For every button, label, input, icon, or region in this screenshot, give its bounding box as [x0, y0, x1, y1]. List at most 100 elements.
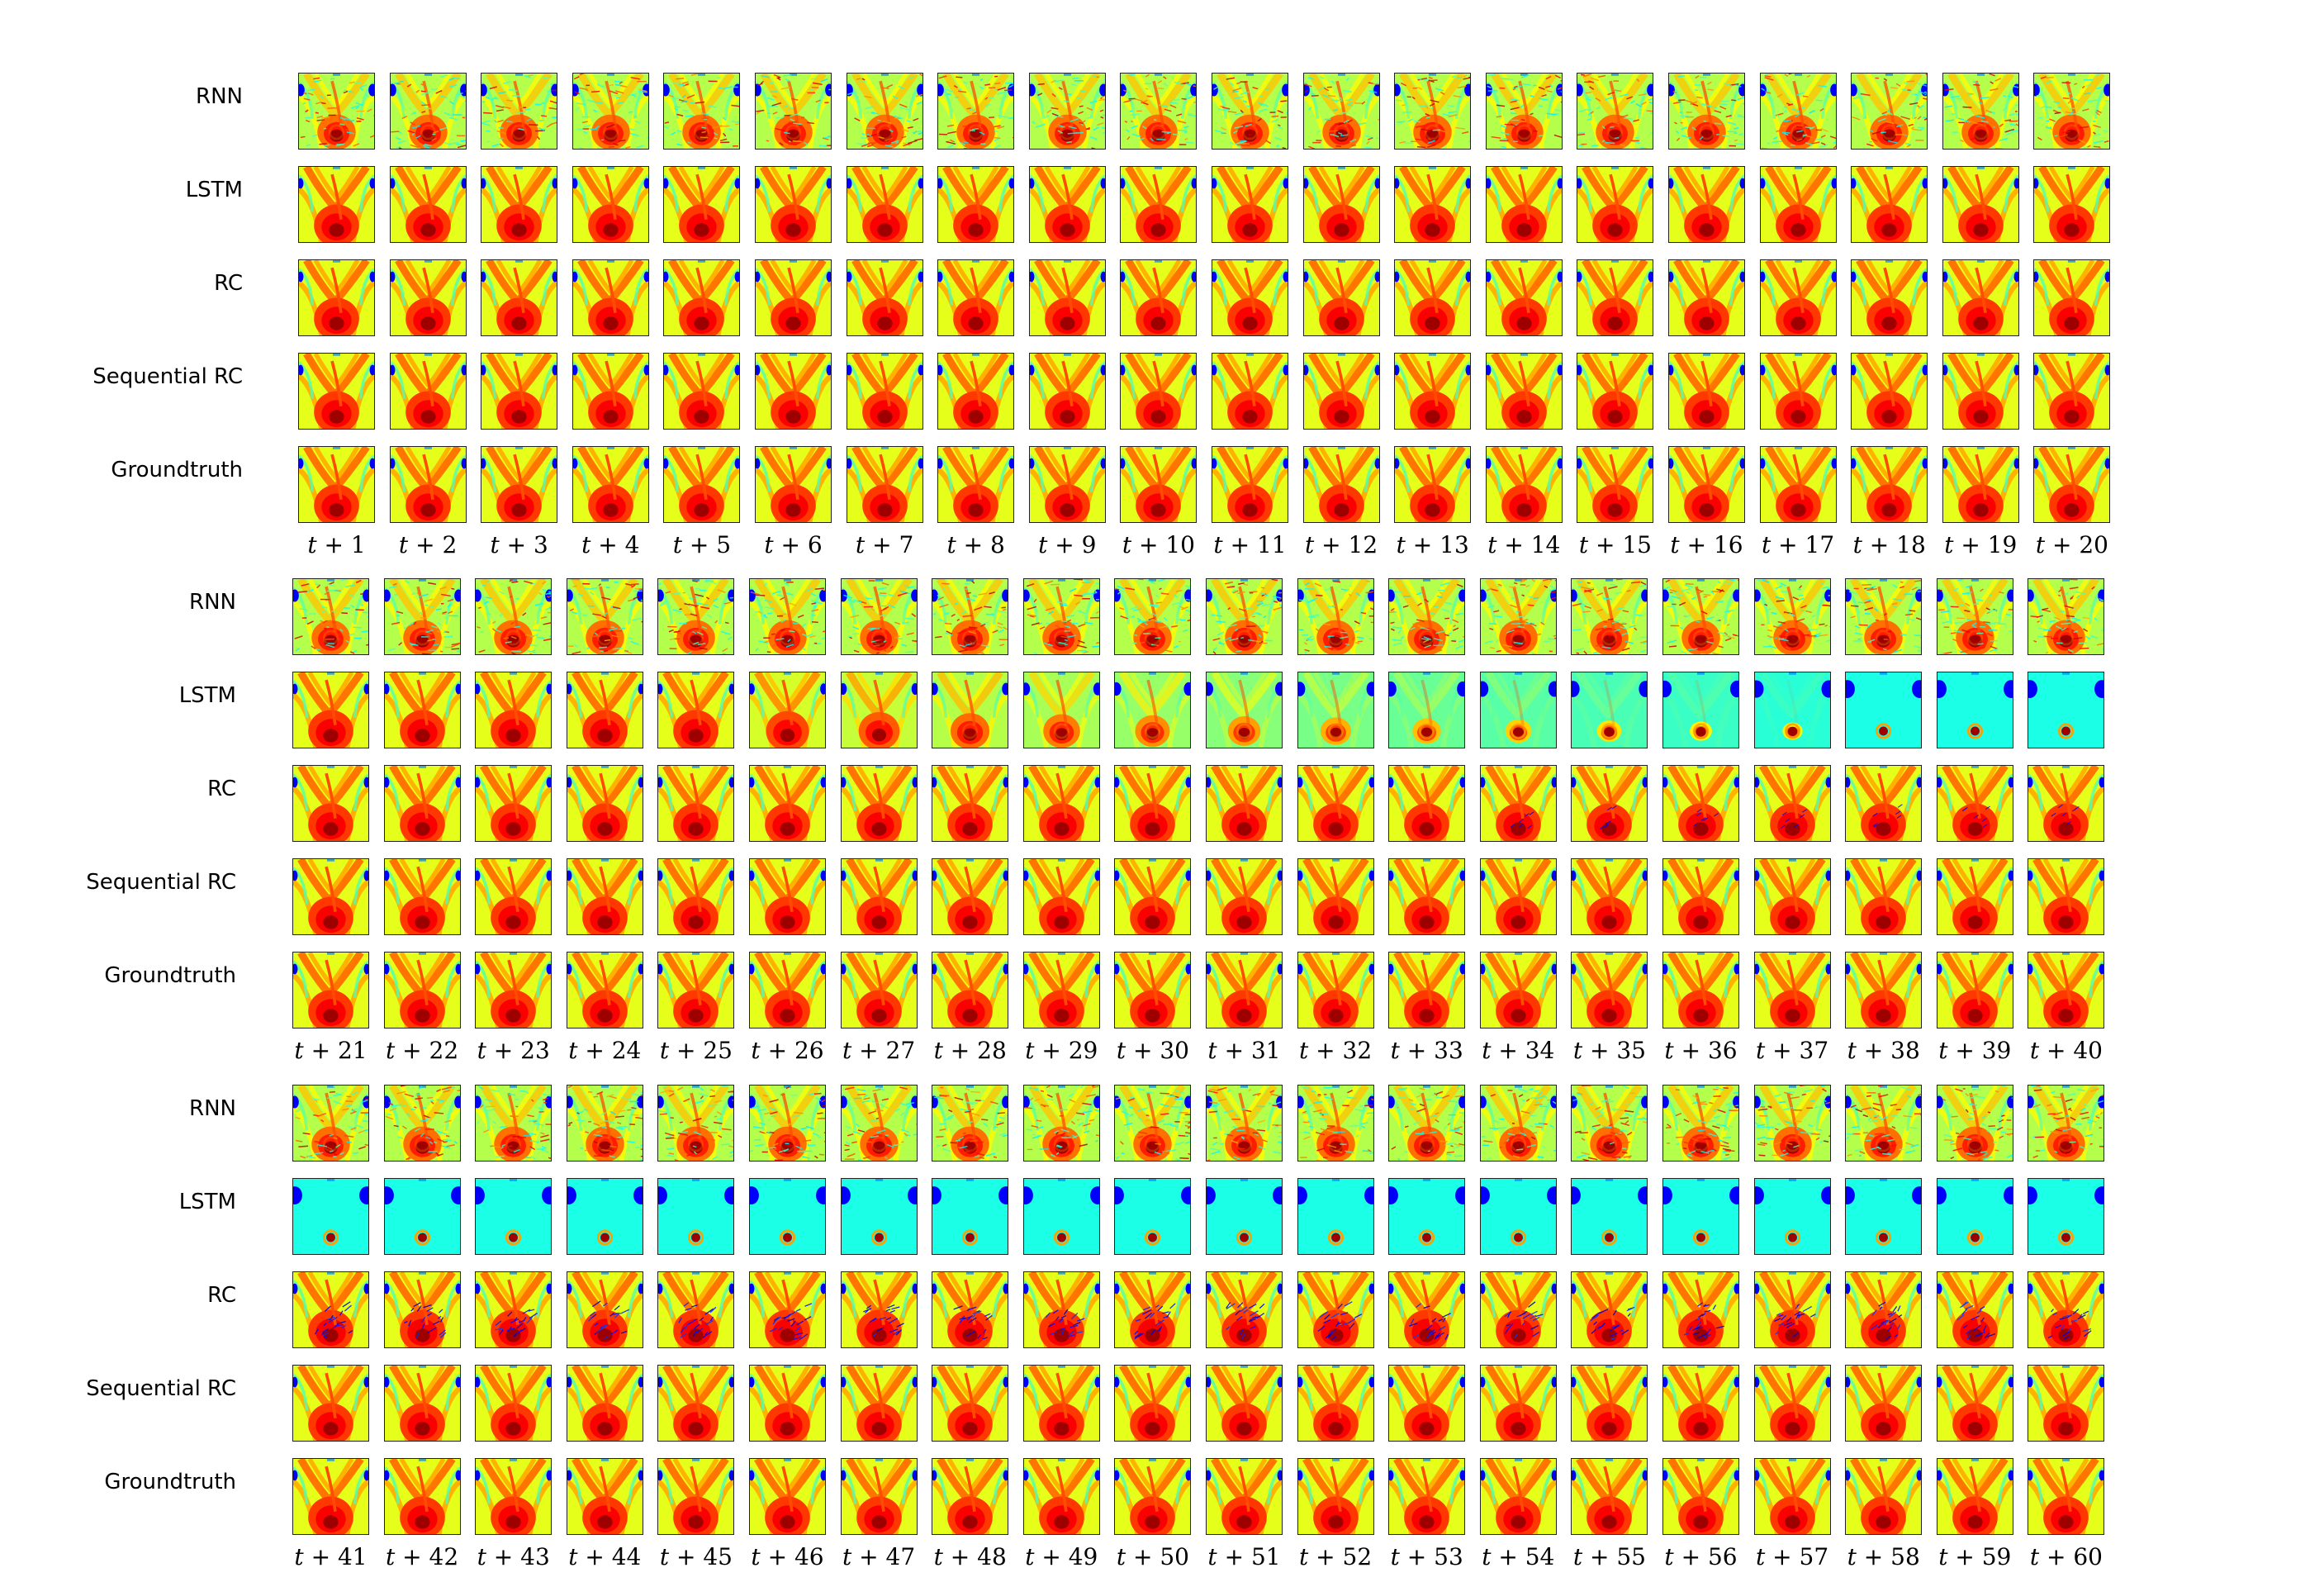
field-image	[938, 447, 1014, 522]
field-image	[384, 1179, 460, 1254]
field-image	[1389, 766, 1465, 841]
field-tile	[1485, 353, 1563, 430]
field-image	[1572, 672, 1648, 748]
column-label: t + 39	[1938, 1037, 2012, 1064]
field-image	[481, 447, 557, 522]
field-tile	[1942, 73, 2019, 150]
field-tile	[1942, 166, 2019, 243]
field-tile	[1022, 578, 1100, 655]
field-image	[750, 1086, 825, 1161]
field-tile	[657, 1458, 735, 1535]
field-tile	[572, 166, 649, 243]
column-label: t + 9	[1038, 531, 1097, 558]
field-tile	[1022, 952, 1100, 1029]
field-tile	[749, 858, 826, 935]
field-image	[1207, 766, 1282, 841]
field-image	[1760, 74, 1836, 149]
field-image	[1121, 74, 1197, 149]
field-tile	[383, 1271, 461, 1348]
field-image	[1480, 859, 1556, 934]
field-image	[841, 1366, 917, 1441]
field-image	[384, 1272, 460, 1347]
field-image	[1572, 766, 1648, 841]
field-tile	[1936, 1271, 2013, 1348]
field-image	[841, 1272, 917, 1347]
field-image	[1577, 447, 1653, 522]
field-image	[476, 1272, 552, 1347]
column-label: t + 30	[1116, 1037, 1189, 1064]
field-tile	[383, 858, 461, 935]
field-tile	[932, 952, 1009, 1029]
field-image	[932, 1179, 1008, 1254]
field-tile	[1668, 73, 1745, 150]
field-image	[1852, 74, 1928, 149]
field-tile	[1479, 1271, 1557, 1348]
field-tile	[2028, 765, 2105, 842]
field-image	[1572, 579, 1648, 654]
row-label: Groundtruth	[111, 458, 243, 482]
field-tile	[846, 353, 923, 430]
field-image	[1572, 1459, 1648, 1534]
field-tile	[1753, 952, 1831, 1029]
column-label: t + 26	[751, 1037, 824, 1064]
field-tile	[2033, 353, 2111, 430]
field-tile	[1114, 1178, 1192, 1255]
field-image	[1297, 1366, 1373, 1441]
field-image	[1754, 1366, 1830, 1441]
column-label: t + 44	[568, 1543, 642, 1570]
field-image	[567, 766, 643, 841]
row-label: RC	[207, 1283, 236, 1308]
field-image	[1663, 579, 1738, 654]
field-tile	[1028, 73, 1106, 150]
field-image	[1297, 672, 1373, 748]
field-image	[1029, 447, 1105, 522]
field-image	[1212, 260, 1288, 335]
field-image	[1577, 260, 1653, 335]
field-tile	[1114, 578, 1192, 655]
column-label: t + 5	[672, 531, 732, 558]
field-tile	[1485, 259, 1563, 336]
field-image	[658, 672, 734, 748]
field-image	[299, 74, 374, 149]
field-tile	[1851, 446, 1928, 523]
field-image	[2028, 766, 2104, 841]
column-label: t + 35	[1572, 1037, 1646, 1064]
field-tile	[1297, 858, 1374, 935]
field-tile	[1759, 166, 1837, 243]
field-image	[567, 953, 643, 1028]
field-image	[293, 672, 368, 748]
field-image	[1852, 447, 1928, 522]
field-image	[847, 74, 922, 149]
column-label: t + 57	[1756, 1543, 1829, 1570]
field-image	[390, 167, 466, 242]
field-image	[1577, 74, 1653, 149]
column-label: t + 43	[477, 1543, 550, 1570]
field-tile	[566, 578, 643, 655]
field-tile	[572, 353, 649, 430]
field-tile	[749, 1178, 826, 1255]
field-image	[293, 1272, 368, 1347]
field-tile	[1485, 73, 1563, 150]
field-tile	[1662, 765, 1739, 842]
field-image	[1663, 1179, 1738, 1254]
field-tile	[2028, 1365, 2105, 1442]
column-label: t + 41	[294, 1543, 368, 1570]
field-image	[1115, 1179, 1191, 1254]
field-tile	[1394, 353, 1472, 430]
field-tile	[1479, 578, 1557, 655]
field-tile	[932, 1178, 1009, 1255]
field-tile	[1845, 1271, 1923, 1348]
field-tile	[1120, 446, 1198, 523]
field-image	[1029, 167, 1105, 242]
column-label: t + 29	[1025, 1037, 1098, 1064]
field-image	[750, 1179, 825, 1254]
field-image	[750, 1366, 825, 1441]
field-tile	[292, 1271, 369, 1348]
field-image	[299, 167, 374, 242]
field-image	[658, 1459, 734, 1534]
field-tile	[389, 353, 467, 430]
field-tile	[932, 672, 1009, 748]
field-image	[1480, 766, 1556, 841]
field-image	[938, 167, 1014, 242]
column-label: t + 60	[2029, 1543, 2103, 1570]
